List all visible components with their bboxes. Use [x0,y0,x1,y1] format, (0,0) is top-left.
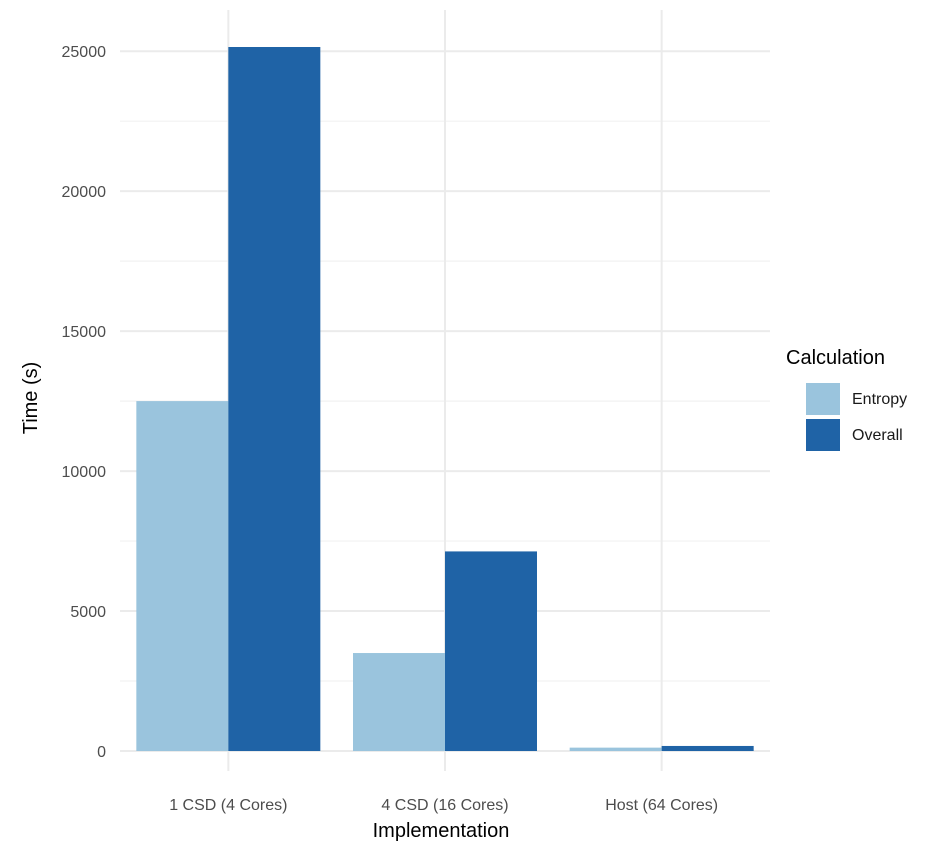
y-tick-label: 10000 [62,464,107,481]
x-tick-label: 4 CSD (16 Cores) [381,797,508,814]
y-tick-labels: 0 5000 10000 15000 20000 25000 [62,44,107,761]
bar-entropy [353,653,445,751]
y-tick-label: 15000 [62,324,107,341]
y-tick-label: 0 [97,744,106,761]
bar-overall [228,47,321,751]
y-tick-label: 5000 [70,604,106,621]
legend-label-overall: Overall [852,427,903,444]
y-tick-label: 25000 [62,44,107,61]
x-tick-label: 1 CSD (4 Cores) [169,797,287,814]
x-tick-label: Host (64 Cores) [605,797,718,814]
bar-overall [661,745,754,751]
bar-overall [445,551,537,751]
y-axis-title: Time (s) [20,362,42,435]
bars [136,47,754,751]
y-tick-label: 20000 [62,184,107,201]
bar-entropy [136,401,229,751]
x-axis-title: Implementation [373,820,510,842]
legend-title: Calculation [786,347,885,369]
legend-swatch-overall [806,419,840,451]
legend: Calculation Entropy Overall [786,347,907,451]
x-tick-labels: 1 CSD (4 Cores) 4 CSD (16 Cores) Host (64 … [169,797,718,814]
legend-swatch-entropy [806,383,840,415]
bar-entropy [569,747,662,751]
legend-label-entropy: Entropy [852,391,907,408]
